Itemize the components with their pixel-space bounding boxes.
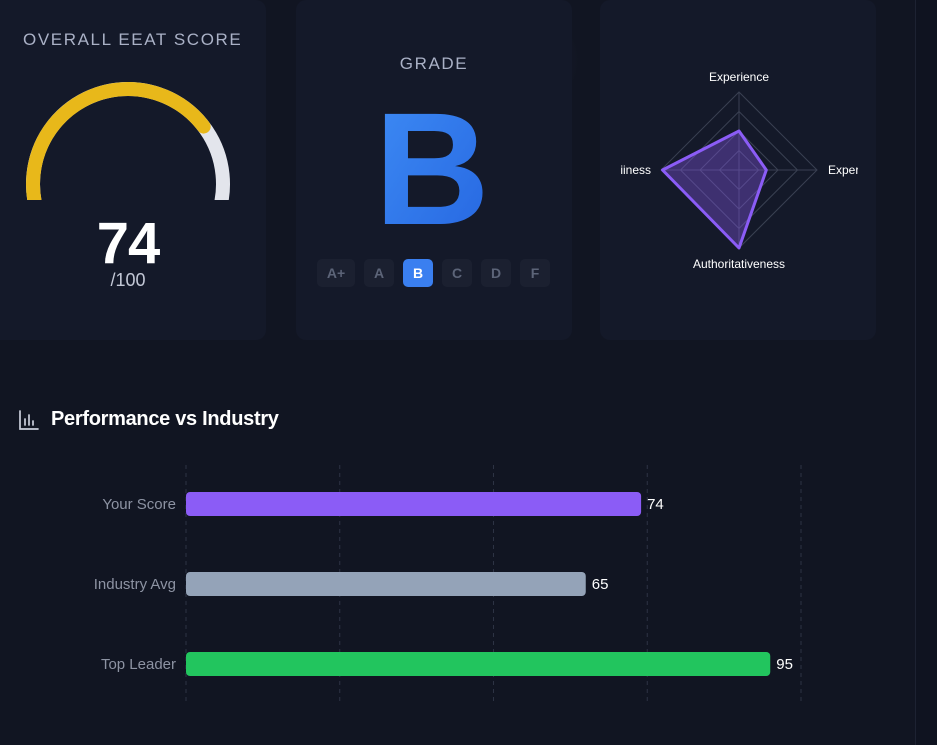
grade-card-title: GRADE [399,54,469,73]
grade-option-c[interactable]: C [442,259,472,287]
grade-letter: B [374,100,490,235]
grade-option-a-plus[interactable]: A+ [317,259,355,287]
bar-value-label: 74 [647,496,664,513]
performance-bar-chart: Your Score 74 Industry Avg 65 Top Leader 95 [94,465,802,705]
gauge-track [26,82,230,200]
bar-chart-icon [19,409,39,430]
bar [186,492,642,516]
score-card-title: OVERALL EEAT SCORE [23,30,243,49]
grade-letter-text: B [374,100,490,235]
bar-category-label: Your Score [102,496,176,513]
radar-label-left: iiness [620,163,651,177]
radar-label-right: Exper [828,163,859,177]
radar-label-top: Experience [709,70,769,84]
eeat-radar-chart: Experience Exper Authoritativeness iines… [620,70,859,271]
bar-category-label: Top Leader [101,656,176,673]
score-max-label: /100 [110,270,146,290]
performance-title: Performance vs Industry [51,408,279,430]
bar-value-label: 95 [776,656,793,673]
score-value: 74 [96,211,161,276]
radar-data-polygon [661,129,768,250]
bar-category-label: Industry Avg [94,576,176,593]
grade-option-f[interactable]: F [520,259,550,287]
bar [186,652,771,676]
bar-value-label: 65 [592,576,609,593]
gauge-fill [26,82,211,200]
bar [186,572,586,596]
grade-option-a[interactable]: A [364,259,394,287]
radar-label-bottom: Authoritativeness [693,257,785,271]
score-gauge [26,82,230,200]
grade-selector: A+ A B C D F [317,259,550,287]
grade-option-b[interactable]: B [403,259,433,287]
grade-option-d[interactable]: D [481,259,511,287]
right-scroll-panel [915,0,937,745]
performance-header: Performance vs Industry [18,408,279,431]
